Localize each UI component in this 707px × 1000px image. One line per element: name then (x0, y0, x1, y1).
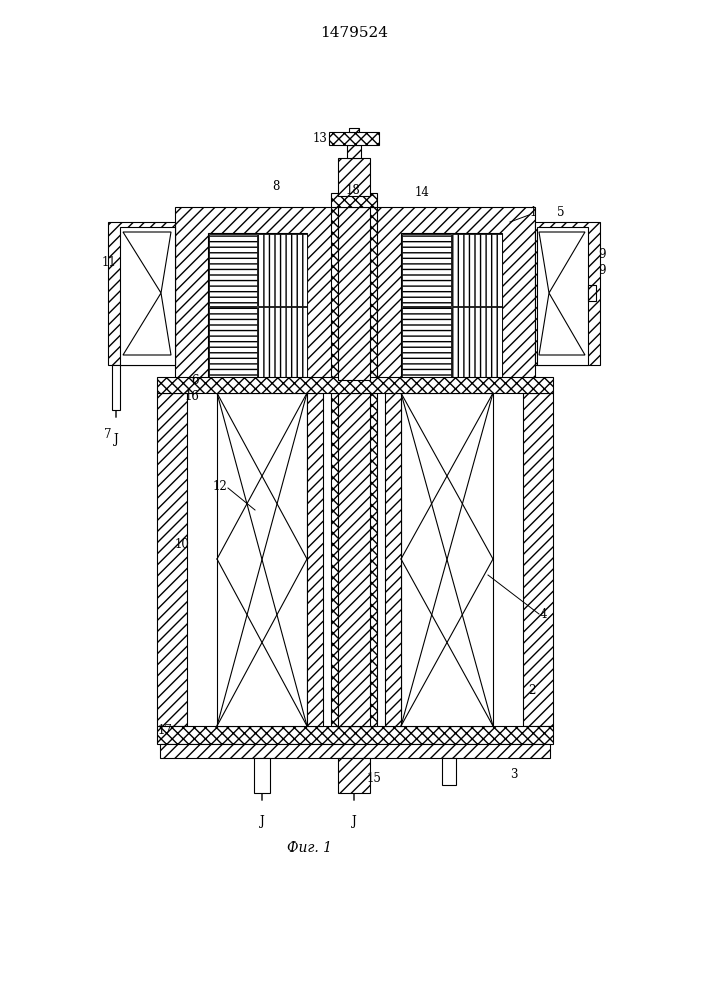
Text: 17: 17 (158, 724, 173, 736)
Bar (331, 193, 377, 207)
Bar (331, 393, 377, 726)
Polygon shape (539, 293, 585, 355)
Text: Фиг. 1: Фиг. 1 (288, 841, 332, 855)
Text: 6: 6 (191, 373, 199, 386)
Bar (338, 758, 370, 793)
Bar (349, 128, 359, 132)
Bar (442, 758, 456, 785)
Text: J: J (114, 434, 118, 446)
Bar (208, 233, 307, 380)
Polygon shape (123, 293, 171, 355)
Bar (338, 393, 370, 726)
Text: 14: 14 (415, 186, 430, 198)
Bar (535, 222, 600, 365)
Bar (209, 307, 257, 380)
Bar (452, 234, 502, 306)
Bar (157, 377, 553, 393)
Bar (588, 285, 596, 301)
Bar (209, 234, 257, 306)
Text: 5: 5 (557, 206, 564, 219)
Bar (329, 132, 379, 145)
Text: 8: 8 (272, 180, 279, 194)
Bar (307, 393, 323, 726)
Text: 3: 3 (510, 768, 518, 782)
Bar (108, 222, 175, 365)
Text: 1479524: 1479524 (320, 26, 388, 40)
Text: 4: 4 (540, 608, 547, 621)
Text: 10: 10 (175, 538, 190, 552)
Bar (331, 207, 377, 380)
Bar (175, 207, 535, 380)
Polygon shape (539, 232, 585, 293)
Text: J: J (351, 814, 356, 828)
Text: 15: 15 (367, 772, 382, 784)
Bar (217, 393, 307, 726)
Bar (120, 227, 175, 365)
Text: 9: 9 (598, 248, 605, 261)
Text: 9: 9 (598, 263, 605, 276)
Polygon shape (123, 232, 171, 293)
Bar (401, 233, 502, 380)
Bar (347, 145, 361, 158)
Bar (254, 758, 270, 793)
Text: 13: 13 (313, 131, 328, 144)
Bar (157, 726, 553, 744)
Text: 2: 2 (528, 684, 535, 696)
Bar (258, 307, 307, 380)
Bar (338, 158, 370, 196)
Bar (160, 744, 550, 758)
Text: 7: 7 (104, 428, 112, 440)
Bar (385, 393, 401, 726)
Bar (258, 234, 307, 306)
Bar (338, 207, 370, 380)
Text: 18: 18 (346, 184, 361, 196)
Text: 12: 12 (213, 481, 228, 493)
Bar (523, 393, 553, 726)
Text: 11: 11 (102, 256, 117, 269)
Text: 1: 1 (530, 207, 537, 220)
Bar (537, 227, 588, 365)
Bar (402, 234, 451, 306)
Bar (112, 365, 120, 410)
Bar (452, 307, 502, 380)
Text: 16: 16 (185, 390, 200, 403)
Bar (401, 393, 493, 726)
Bar (157, 393, 187, 726)
Text: J: J (259, 814, 264, 828)
Bar (402, 307, 451, 380)
